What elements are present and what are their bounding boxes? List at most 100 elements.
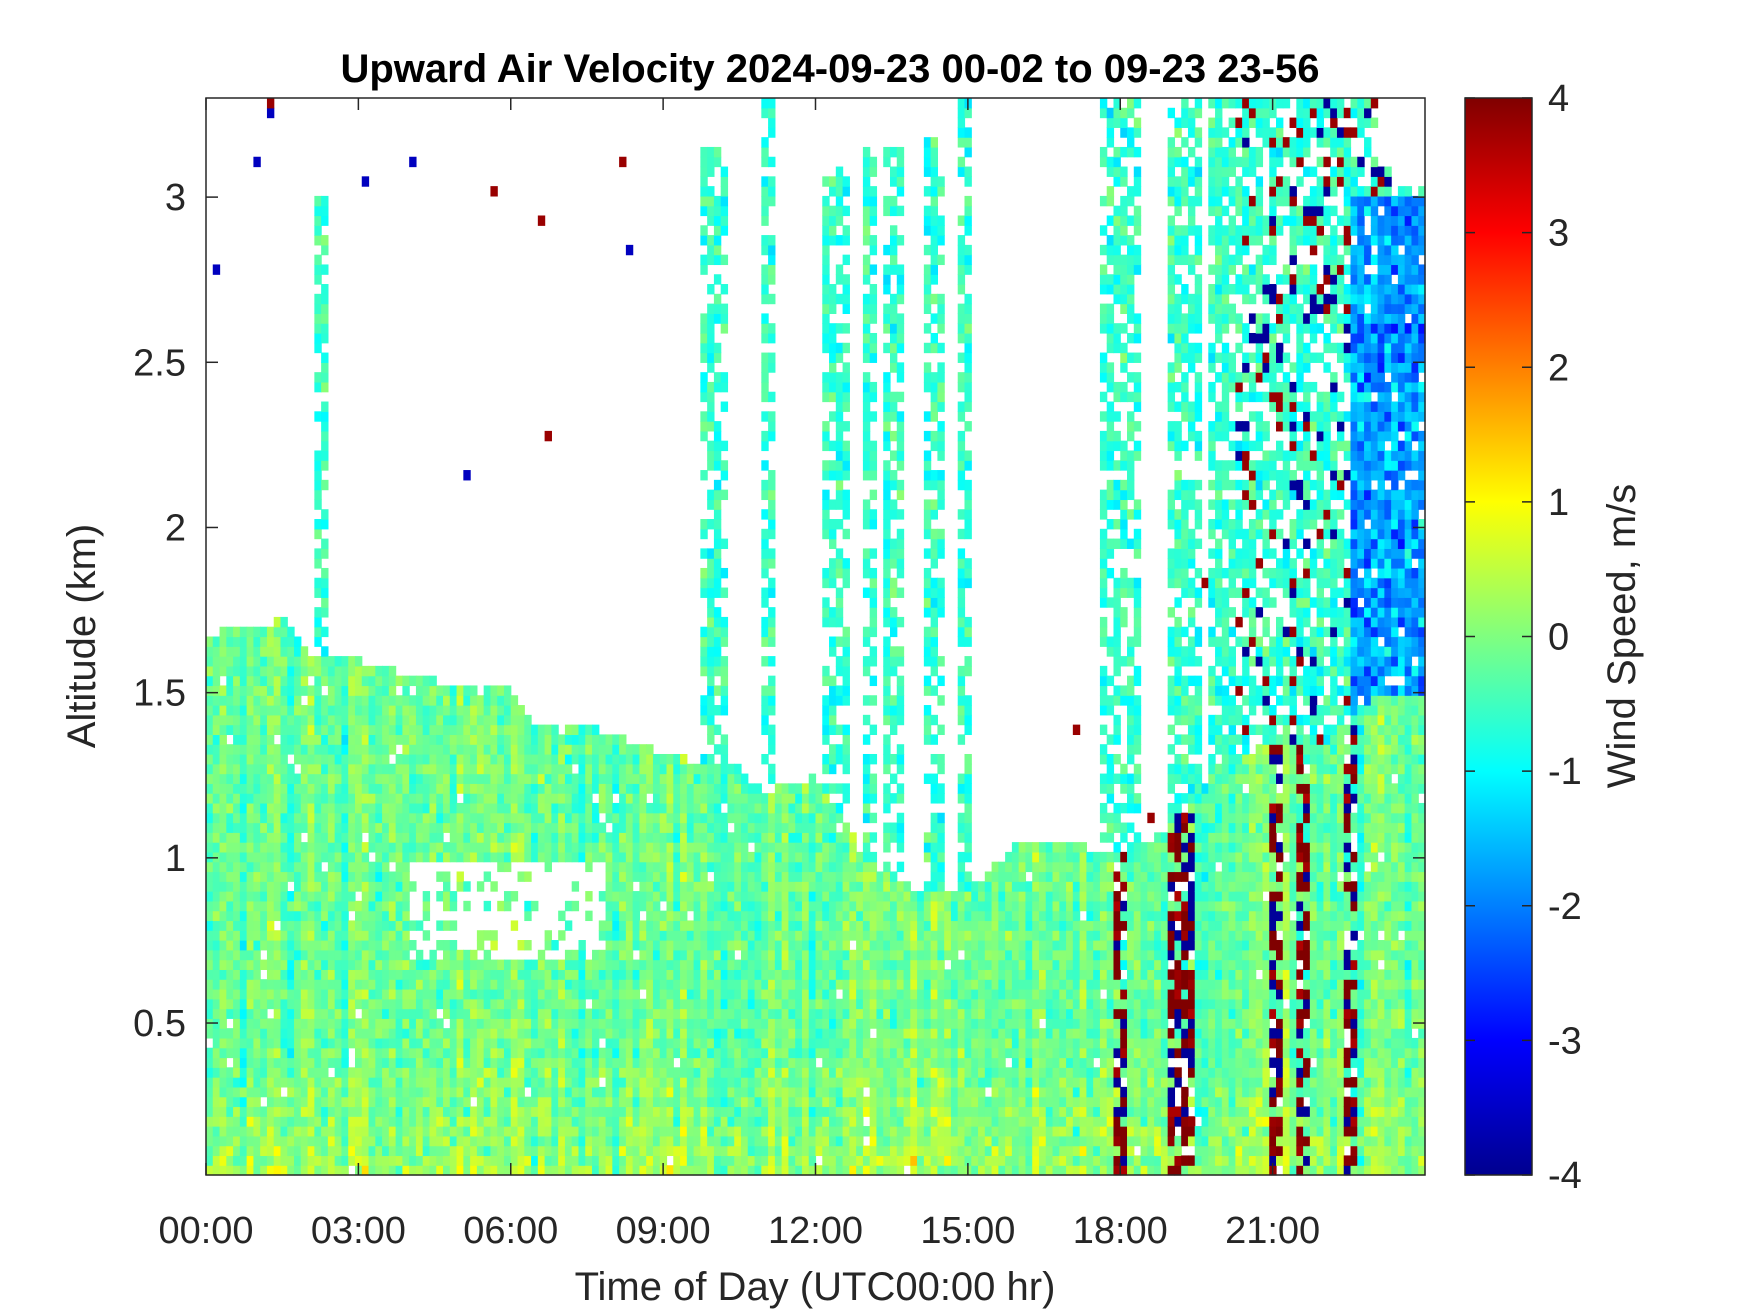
- heatmap-cell: [395, 1086, 403, 1098]
- heatmap-cell: [246, 773, 254, 784]
- heatmap-cell: [314, 734, 322, 745]
- heatmap-cell: [239, 832, 248, 843]
- heatmap-cell: [558, 1116, 566, 1127]
- heatmap-cell: [436, 832, 444, 843]
- heatmap-cell: [801, 1165, 810, 1176]
- heatmap-cell: [314, 235, 322, 246]
- heatmap-cell: [395, 1077, 403, 1088]
- heatmap-cell: [497, 793, 505, 804]
- heatmap-cell: [686, 988, 695, 1000]
- heatmap-cell: [266, 1037, 275, 1049]
- heatmap-cell: [287, 665, 295, 677]
- heatmap-cell: [517, 1155, 525, 1166]
- heatmap-cell: [266, 1018, 275, 1029]
- heatmap-cell: [808, 832, 817, 843]
- heatmap-cell: [707, 362, 715, 373]
- heatmap-cell: [422, 1126, 431, 1137]
- heatmap-cell: [842, 930, 850, 941]
- heatmap-cell: [300, 1047, 309, 1059]
- heatmap-cell: [497, 1145, 505, 1157]
- heatmap-cell: [842, 1008, 850, 1019]
- heatmap-cell: [652, 842, 661, 853]
- heatmap-cell: [476, 979, 485, 990]
- heatmap-cell: [307, 734, 315, 745]
- heatmap-cell: [734, 773, 742, 784]
- heatmap-cell: [246, 793, 254, 804]
- heatmap-cell: [260, 1037, 268, 1049]
- heatmap-cell: [808, 822, 817, 833]
- heatmap-cell: [503, 1155, 512, 1166]
- heatmap-cell: [212, 1008, 221, 1019]
- heatmap-cell: [361, 861, 370, 873]
- heatmap-cell: [388, 1145, 397, 1157]
- heatmap-cell: [341, 685, 349, 696]
- heatmap-cell: [571, 1165, 580, 1176]
- heatmap-cell: [673, 753, 681, 765]
- heatmap-cell: [808, 1008, 817, 1019]
- heatmap-cell: [368, 842, 376, 853]
- heatmap-cell: [429, 1096, 437, 1108]
- heatmap-cell: [781, 979, 790, 990]
- heatmap-cell: [727, 1008, 735, 1019]
- heatmap-cell: [720, 1096, 729, 1108]
- heatmap-cell: [206, 773, 214, 784]
- heatmap-cell: [632, 1116, 641, 1127]
- heatmap-cell: [652, 949, 661, 961]
- heatmap-cell: [233, 636, 241, 647]
- heatmap-cell: [822, 332, 830, 344]
- heatmap-cell: [314, 842, 322, 853]
- heatmap-cell: [294, 1018, 302, 1029]
- heatmap-cell: [673, 1126, 681, 1137]
- heatmap-cell: [578, 1057, 586, 1068]
- heatmap-cell: [368, 861, 376, 873]
- heatmap-cell: [598, 822, 607, 833]
- heatmap-cell: [375, 861, 383, 873]
- heatmap-cell: [761, 900, 769, 912]
- heatmap-cell: [605, 832, 613, 843]
- heatmap-cell: [429, 724, 437, 736]
- heatmap-cell: [564, 1086, 573, 1098]
- heatmap-cell: [429, 842, 437, 853]
- heatmap-cell: [327, 949, 336, 961]
- heatmap-cell: [280, 734, 288, 745]
- heatmap-cell: [768, 822, 776, 833]
- heatmap-cell: [314, 773, 322, 784]
- heatmap-cell: [422, 969, 431, 980]
- heatmap-cell: [219, 959, 227, 970]
- heatmap-cell: [470, 1028, 478, 1039]
- heatmap-cell: [524, 1028, 532, 1039]
- heatmap-cell: [246, 1126, 254, 1137]
- heatmap-cell: [869, 450, 878, 461]
- heatmap-cell: [476, 1165, 485, 1176]
- heatmap-cell: [551, 744, 559, 755]
- heatmap-cell: [598, 1086, 607, 1098]
- heatmap-cell: [558, 1028, 566, 1039]
- heatmap-cell: [666, 949, 674, 961]
- heatmap-cell: [497, 851, 505, 863]
- heatmap-cell: [219, 1037, 227, 1049]
- heatmap-cell: [707, 783, 715, 794]
- heatmap-cell: [578, 773, 586, 784]
- heatmap-cell: [537, 988, 546, 1000]
- heatmap-cell: [239, 1018, 248, 1029]
- heatmap-cell: [842, 1057, 850, 1068]
- heatmap-cell: [314, 832, 322, 843]
- heatmap-cell: [246, 1106, 254, 1117]
- heatmap-cell: [835, 195, 844, 207]
- heatmap-cell: [646, 753, 654, 765]
- heatmap-cell: [768, 421, 776, 432]
- heatmap-cell: [598, 891, 607, 902]
- heatmap-cell: [869, 1165, 878, 1176]
- heatmap-cell: [707, 822, 715, 833]
- heatmap-cell: [659, 763, 668, 775]
- heatmap-cell: [239, 1067, 248, 1078]
- heatmap-cell: [801, 1086, 810, 1098]
- heatmap-cell: [598, 949, 607, 961]
- heatmap-cell: [768, 1037, 776, 1049]
- heatmap-cell: [422, 763, 431, 775]
- heatmap-cell: [470, 1145, 478, 1157]
- heatmap-cell: [260, 734, 268, 745]
- heatmap-cell: [415, 744, 424, 755]
- heatmap-cell: [619, 998, 627, 1010]
- heatmap-cell: [409, 1086, 417, 1098]
